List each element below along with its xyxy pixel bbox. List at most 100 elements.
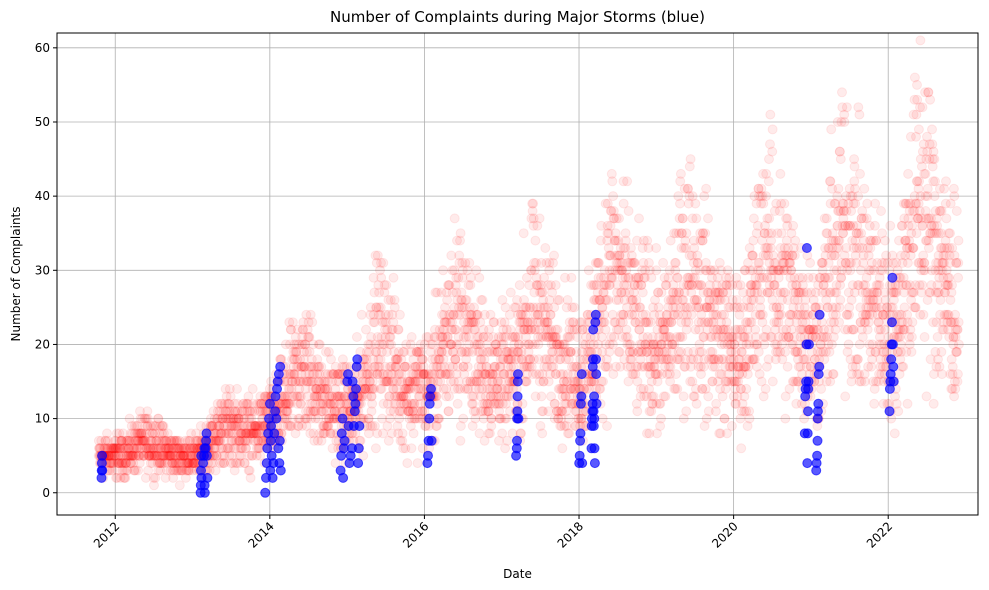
complaint-point (111, 450, 122, 461)
complaint-point (234, 413, 245, 424)
complaint-point (153, 413, 164, 424)
complaint-point (229, 398, 240, 409)
complaint-point (186, 458, 197, 469)
complaint-point (237, 406, 248, 417)
complaint-point (114, 443, 125, 454)
complaint-point (514, 280, 525, 291)
complaint-point (834, 317, 845, 328)
complaint-point (243, 398, 254, 409)
complaint-point (117, 443, 128, 454)
complaint-point (156, 458, 167, 469)
complaint-point (168, 443, 179, 454)
complaint-point (378, 257, 389, 268)
complaint-point (155, 458, 166, 469)
complaint-point (142, 413, 153, 424)
complaint-point (125, 428, 136, 439)
complaint-point (142, 443, 152, 454)
complaint-point (163, 443, 174, 454)
complaint-point (96, 435, 107, 446)
complaint-point (153, 443, 164, 454)
complaint-point (672, 383, 683, 394)
complaint-point (229, 421, 240, 431)
complaint-point (736, 443, 747, 454)
storm-point (575, 428, 586, 439)
y-tick-label: 60 (35, 41, 50, 55)
complaint-point (241, 435, 252, 446)
complaint-point (598, 376, 608, 387)
complaint-point (156, 443, 166, 454)
complaint-point (226, 421, 237, 431)
complaint-point (137, 435, 148, 446)
storm-point (199, 487, 210, 498)
complaint-point (182, 450, 193, 461)
complaint-point (222, 443, 233, 454)
complaint-point (123, 450, 134, 461)
complaint-point (782, 361, 793, 372)
storm-point (97, 465, 108, 476)
complaint-point (406, 443, 417, 454)
complaint-point (229, 406, 240, 417)
complaint-point (182, 458, 193, 469)
complaint-point (681, 406, 692, 417)
complaint-point (145, 443, 155, 454)
complaint-point (126, 450, 137, 461)
complaint-point (859, 183, 870, 194)
complaint-point (154, 458, 165, 469)
complaint-point (121, 458, 131, 469)
complaint-point (122, 465, 133, 476)
storm-point (887, 339, 898, 350)
complaint-point (173, 458, 184, 469)
complaint-point (937, 369, 947, 380)
complaint-point (236, 443, 247, 454)
complaint-point (207, 421, 218, 431)
complaint-point (181, 465, 192, 476)
complaint-point (248, 428, 259, 439)
complaint-point (180, 443, 191, 454)
complaint-point (206, 413, 216, 424)
complaint-point (128, 443, 139, 454)
complaint-point (154, 428, 165, 439)
complaint-point (139, 435, 150, 446)
complaint-point (126, 421, 137, 431)
complaint-point (871, 235, 882, 246)
complaint-point (779, 198, 790, 209)
complaint-point (228, 421, 239, 431)
complaint-point (116, 435, 127, 446)
complaint-point (122, 435, 133, 446)
complaint-point (953, 272, 964, 283)
complaint-point (100, 435, 111, 446)
complaint-point (172, 443, 183, 454)
complaint-point (153, 435, 164, 446)
complaint-point (136, 428, 147, 439)
complaint-point (225, 443, 235, 454)
complaint-point (214, 421, 224, 431)
complaint-point (563, 413, 574, 424)
complaint-point (187, 458, 198, 469)
complaint-point (143, 443, 154, 454)
complaint-point (109, 443, 120, 454)
complaint-point (109, 443, 120, 454)
complaint-point (144, 428, 155, 439)
complaint-point (110, 443, 120, 454)
complaint-point (170, 450, 181, 461)
complaint-point (115, 443, 126, 454)
complaint-point (170, 450, 180, 461)
complaint-point (109, 435, 120, 446)
storm-point (802, 458, 813, 469)
complaint-point (250, 421, 261, 431)
complaint-point (111, 472, 122, 483)
complaint-point (237, 435, 248, 446)
complaint-point (127, 450, 137, 461)
complaint-point (174, 443, 185, 454)
complaint-point (217, 443, 228, 454)
complaint-point (139, 435, 149, 446)
complaint-point (226, 428, 237, 439)
complaint-point (145, 421, 156, 431)
storm-point (814, 361, 825, 372)
complaint-point (238, 398, 249, 409)
complaint-point (623, 206, 634, 216)
complaint-point (111, 443, 122, 454)
complaint-point (143, 443, 154, 454)
complaint-point (128, 443, 139, 454)
